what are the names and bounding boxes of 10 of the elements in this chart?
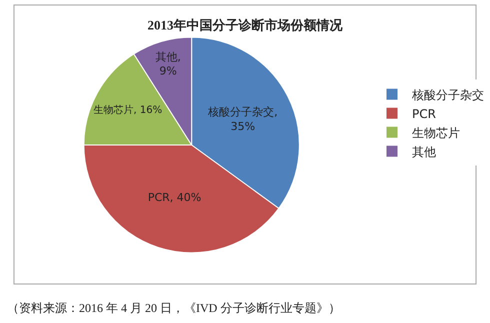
legend-label: 其他: [412, 144, 436, 159]
data-label: 其他, 9%: [155, 50, 181, 78]
legend-label: 生物芯片: [412, 126, 460, 140]
legend-label: 核酸分子杂交: [411, 88, 484, 102]
data-label: 生物芯片, 16%: [94, 104, 162, 116]
data-label: 核酸分子杂交, 35%: [207, 105, 278, 133]
legend-label: PCR: [412, 106, 436, 121]
chart-title: 2013年中国分子诊断市场份额情况: [148, 18, 344, 33]
data-label: PCR, 40%: [148, 191, 202, 204]
text: （资料来源：2016 年 4 月 20 日，《IVD 分子诊断行业专题》）: [7, 301, 340, 315]
